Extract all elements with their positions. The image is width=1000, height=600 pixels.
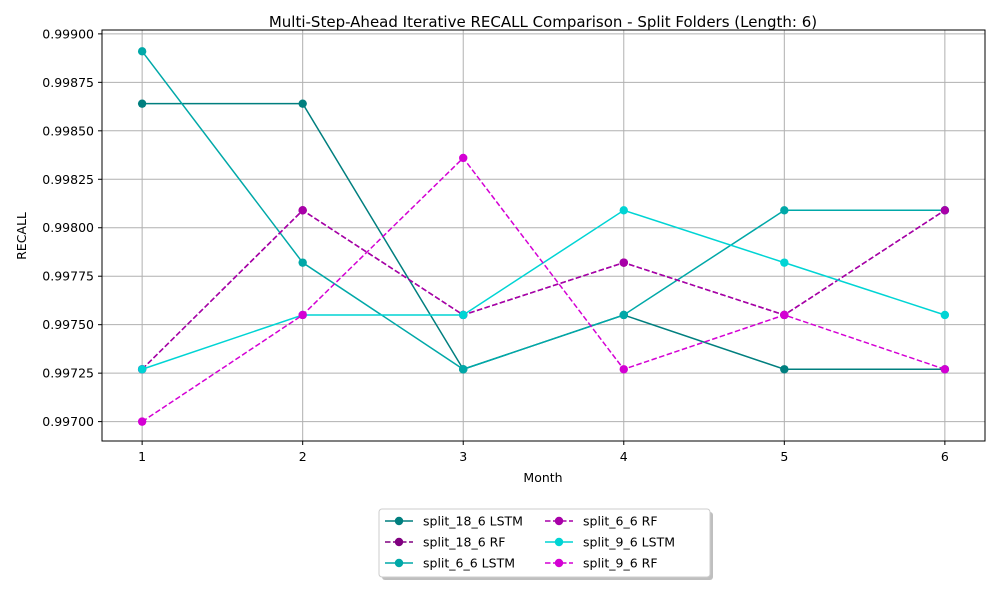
series-line <box>142 102 945 371</box>
legend-label: split_18_6 RF <box>423 535 506 550</box>
y-tick-label: 0.99825 <box>42 172 94 187</box>
data-point <box>298 206 307 215</box>
data-point <box>459 310 468 320</box>
legend-item: split_18_6 LSTM <box>385 514 523 529</box>
data-point <box>459 365 468 374</box>
data-point <box>137 417 147 426</box>
data-point <box>780 365 789 374</box>
legend-marker <box>394 516 404 526</box>
y-tick-label: 0.99725 <box>42 366 94 381</box>
legend-marker <box>554 558 564 568</box>
data-point <box>940 206 950 215</box>
data-point <box>619 310 628 320</box>
legend-label: split_6_6 LSTM <box>423 556 515 571</box>
data-point <box>619 365 628 374</box>
data-point <box>137 47 147 56</box>
legend-item: split_6_6 LSTM <box>385 556 515 571</box>
series-split_18_6-rf <box>137 206 950 374</box>
legend-item: split_18_6 RF <box>385 535 506 550</box>
data-point <box>137 99 147 108</box>
x-tick-label: 1 <box>138 449 146 464</box>
series-split_9_6-lstm <box>137 206 950 374</box>
legend-marker <box>554 537 564 547</box>
legend-marker <box>554 516 564 526</box>
legend: split_18_6 LSTM split_18_6 RF split_6_6 LS… <box>378 508 713 580</box>
x-axis-ticks: 1 2 3 4 5 6 <box>138 441 949 464</box>
data-point <box>780 206 789 215</box>
legend-item: split_9_6 LSTM <box>545 535 675 550</box>
data-point <box>459 153 468 163</box>
y-axis-ticks: 0.99700 0.99725 0.99750 0.99775 0.99800 0.998… <box>42 26 102 429</box>
legend-box <box>378 508 711 578</box>
data-point <box>137 365 147 374</box>
legend-item: split_9_6 RF <box>545 556 658 571</box>
data-point <box>298 99 307 108</box>
data-point <box>780 310 789 320</box>
y-tick-label: 0.99875 <box>42 75 94 90</box>
y-tick-label: 0.99750 <box>42 317 94 332</box>
series-split_6_6-rf <box>137 206 950 374</box>
data-point <box>298 310 307 320</box>
grid-lines <box>102 30 985 441</box>
legend-label: split_6_6 RF <box>583 514 658 529</box>
chart-title: Multi-Step-Ahead Iterative RECALL Compar… <box>269 13 817 31</box>
plot-area-frame <box>101 29 986 442</box>
series-line <box>141 209 946 370</box>
x-tick-label: 2 <box>299 449 307 464</box>
y-axis-label: RECALL <box>14 212 29 260</box>
series-line <box>141 209 946 370</box>
legend-label: split_9_6 LSTM <box>583 535 675 550</box>
legend-marker <box>394 537 404 547</box>
y-tick-label: 0.99900 <box>42 26 94 41</box>
legend-label: split_9_6 RF <box>583 556 658 571</box>
legend-marker <box>394 558 404 568</box>
series-split_9_6-rf <box>137 153 950 426</box>
data-point <box>940 365 950 374</box>
legend-item: split_6_6 RF <box>545 514 658 529</box>
x-tick-label: 6 <box>941 449 949 464</box>
y-tick-label: 0.99800 <box>42 220 94 235</box>
y-tick-label: 0.99775 <box>42 269 94 284</box>
x-tick-label: 4 <box>620 449 628 464</box>
y-tick-label: 0.99850 <box>42 123 94 138</box>
legend-label: split_18_6 LSTM <box>423 514 523 529</box>
series-line <box>141 156 946 423</box>
x-tick-label: 3 <box>459 449 467 464</box>
series-line <box>141 209 946 370</box>
data-point <box>619 206 628 215</box>
x-axis-label: Month <box>523 470 562 485</box>
series-line <box>141 50 945 371</box>
data-point <box>619 258 628 267</box>
series-split_18_6-lstm <box>137 99 950 374</box>
y-tick-label: 0.99700 <box>42 414 94 429</box>
data-point <box>780 258 789 267</box>
data-point <box>298 258 307 267</box>
data-point <box>940 310 950 320</box>
x-tick-label: 5 <box>780 449 788 464</box>
series-layer <box>137 47 950 426</box>
